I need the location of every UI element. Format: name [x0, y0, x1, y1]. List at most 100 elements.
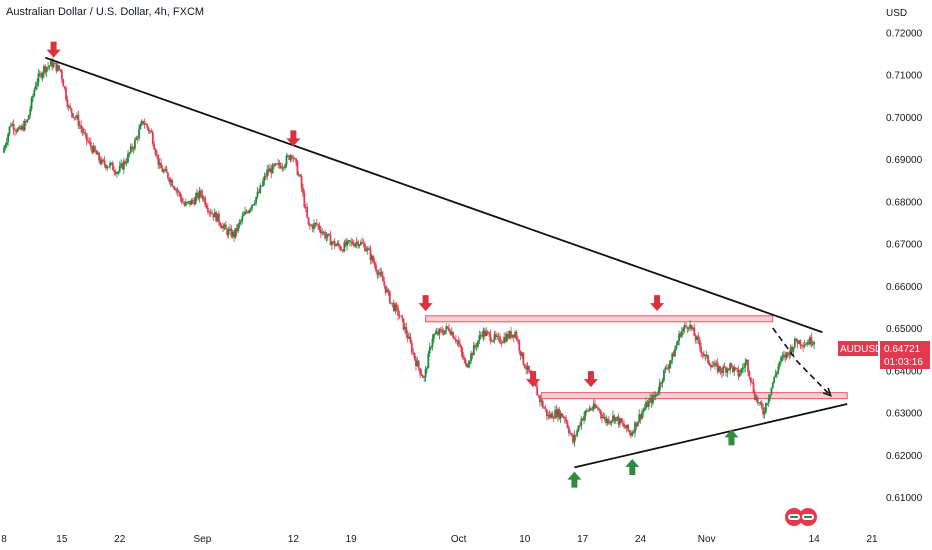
- candle-body: [45, 67, 48, 73]
- candle-body: [233, 231, 235, 238]
- candle-body: [566, 421, 569, 428]
- candle-body: [147, 127, 150, 132]
- candle-body: [591, 409, 594, 411]
- candle-body: [773, 376, 776, 383]
- candle-body: [463, 357, 466, 360]
- candle-body: [642, 410, 645, 413]
- candle-body: [183, 203, 186, 206]
- candle-body: [80, 125, 83, 129]
- candle-body: [289, 155, 292, 160]
- chart-title: Australian Dollar / U.S. Dollar, 4h, FXC…: [6, 6, 205, 18]
- candle-body: [664, 367, 667, 370]
- candle-body: [286, 155, 289, 157]
- candle-body: [240, 220, 242, 222]
- candle-body: [70, 108, 73, 114]
- down-arrow-marker: [583, 371, 598, 388]
- candle-body: [308, 224, 311, 226]
- candle-body: [296, 162, 299, 176]
- candle-body: [347, 240, 350, 242]
- candle-body: [252, 204, 255, 206]
- candle-body: [145, 124, 147, 126]
- y-tick-label: 0.61000: [886, 493, 923, 504]
- candle-body: [246, 212, 249, 214]
- time-axis[interactable]: 8 15 22 Sep 12 19 Oct 10 17 24 Nov 14 21: [1, 534, 878, 545]
- candle-body: [599, 410, 602, 415]
- candle-body: [441, 329, 444, 333]
- candle-body: [89, 141, 92, 147]
- candle-body: [614, 417, 617, 422]
- price-axis[interactable]: USD 0.720000.710000.700000.690000.680000…: [838, 8, 930, 504]
- candle-body: [770, 387, 773, 395]
- candle-body: [211, 213, 213, 215]
- candle-body: [798, 340, 800, 344]
- candle-body: [282, 167, 285, 169]
- candle-body: [723, 366, 726, 368]
- candle-body: [741, 368, 744, 369]
- candle-body: [197, 192, 200, 199]
- candle-body: [795, 338, 798, 342]
- candle-body: [230, 228, 233, 237]
- candle-body: [8, 126, 11, 134]
- candle-body: [109, 163, 111, 167]
- candle-body: [696, 336, 698, 341]
- candle-body: [567, 427, 570, 433]
- candle-body: [288, 155, 291, 160]
- candle-body: [179, 192, 182, 198]
- candle-body: [719, 366, 722, 372]
- candle-body: [146, 124, 149, 128]
- candle-body: [143, 123, 146, 125]
- candle-body: [96, 152, 99, 155]
- candle-body: [88, 141, 91, 143]
- candle-body: [665, 367, 668, 369]
- candle-body: [562, 417, 565, 418]
- candle-body: [464, 359, 467, 364]
- candle-body: [517, 339, 519, 341]
- candle-body: [275, 163, 278, 165]
- candle-body: [646, 402, 649, 407]
- candle-body: [612, 415, 614, 421]
- candle-body: [300, 176, 303, 188]
- candle-body: [434, 333, 437, 335]
- candle-body: [580, 418, 583, 426]
- candle-body: [133, 139, 136, 149]
- candle-body: [310, 225, 313, 227]
- candle-body: [324, 232, 326, 239]
- candle-body: [23, 120, 26, 131]
- candle-body: [778, 361, 781, 367]
- candle-body: [43, 66, 45, 74]
- candle-body: [609, 422, 612, 424]
- candle-body: [375, 265, 377, 271]
- candle-body: [56, 65, 59, 72]
- candle-body: [380, 271, 383, 276]
- candle-body: [116, 172, 118, 174]
- candle-body: [748, 371, 751, 378]
- candle-body: [682, 328, 685, 332]
- candle-body: [541, 400, 544, 408]
- candle-body: [29, 109, 32, 116]
- candle-body: [3, 147, 5, 153]
- x-tick-label: 24: [635, 534, 647, 545]
- candle-body: [140, 120, 143, 125]
- candle-body: [656, 393, 658, 396]
- candle-body: [740, 368, 743, 374]
- candle-body: [256, 191, 259, 197]
- candle-body: [405, 326, 408, 335]
- candle-body: [322, 232, 325, 233]
- candle-body: [807, 342, 810, 345]
- candle-body: [419, 367, 421, 374]
- candle-body: [485, 331, 488, 337]
- candle-body: [105, 164, 107, 169]
- candle-body: [572, 435, 574, 443]
- candle-body: [782, 354, 785, 357]
- candle-body: [413, 352, 416, 359]
- candle-body: [125, 162, 128, 164]
- candle-body: [18, 127, 21, 129]
- last-price-badge: AUDUSD 0.64721 01:03:16: [838, 341, 930, 369]
- candle-body: [658, 382, 661, 391]
- candle-body: [344, 242, 347, 246]
- candle-body: [638, 414, 641, 422]
- candle-body: [200, 190, 202, 194]
- candle-body: [697, 336, 700, 341]
- candle-body: [499, 336, 501, 343]
